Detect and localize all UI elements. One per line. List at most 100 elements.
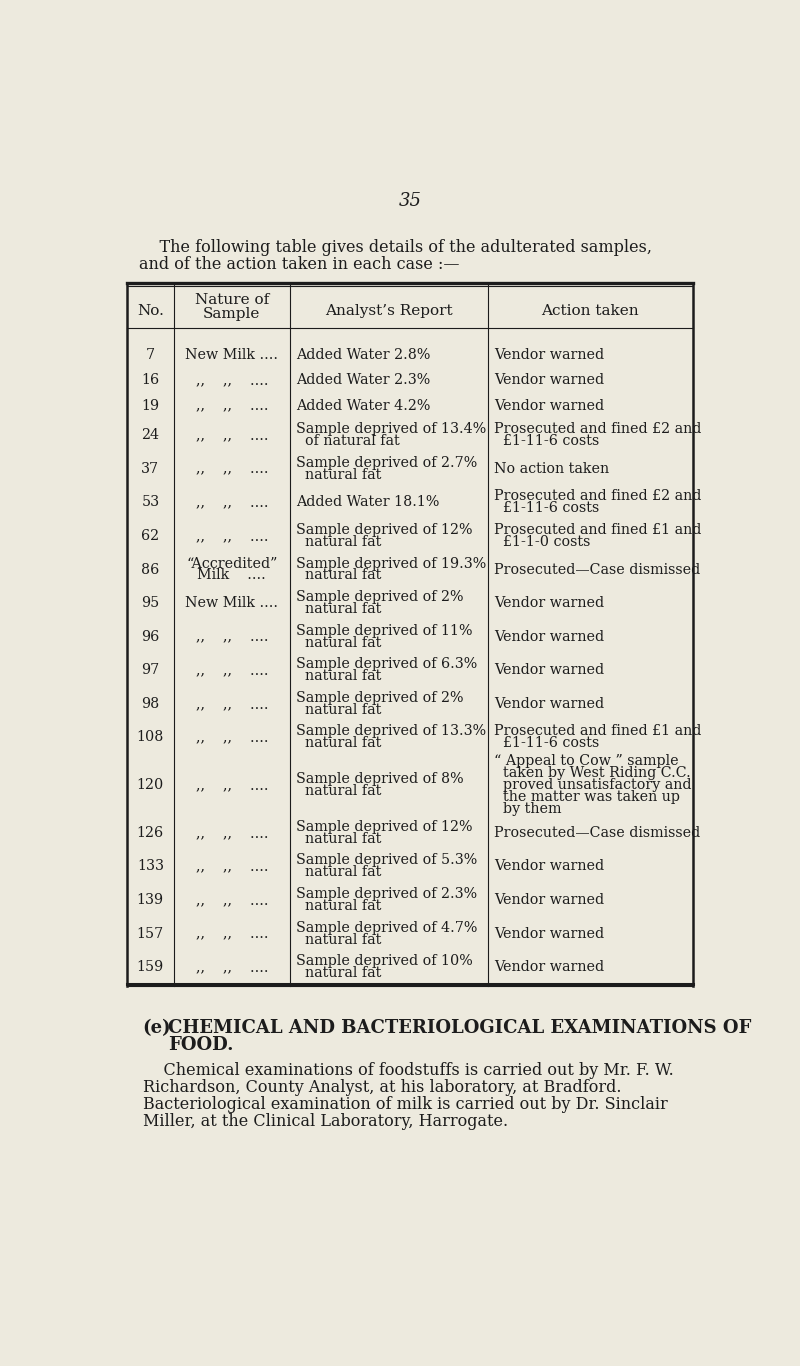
Text: Sample deprived of 19.3%: Sample deprived of 19.3% <box>296 556 486 571</box>
Text: The following table gives details of the adulterated samples,: The following table gives details of the… <box>138 239 652 255</box>
Text: Vendor warned: Vendor warned <box>494 926 604 941</box>
Text: Sample deprived of 8%: Sample deprived of 8% <box>296 772 464 787</box>
Text: Prosecuted and fined £1 and: Prosecuted and fined £1 and <box>494 724 701 739</box>
Text: Sample deprived of 2%: Sample deprived of 2% <box>296 691 463 705</box>
Text: Sample deprived of 5.3%: Sample deprived of 5.3% <box>296 854 478 867</box>
Text: Sample: Sample <box>203 307 261 321</box>
Text: ,,    ,,    ....: ,, ,, .... <box>195 731 268 744</box>
Text: natural fat: natural fat <box>306 467 382 482</box>
Text: the matter was taken up: the matter was taken up <box>503 790 680 805</box>
Text: 16: 16 <box>142 373 159 387</box>
Text: ,,    ,,    ....: ,, ,, .... <box>195 630 268 643</box>
Text: Sample deprived of 2.3%: Sample deprived of 2.3% <box>296 887 477 902</box>
Text: by them: by them <box>503 802 562 816</box>
Text: Added Water 2.8%: Added Water 2.8% <box>296 347 430 362</box>
Text: New Milk ....: New Milk .... <box>186 347 278 362</box>
Text: Added Water 2.3%: Added Water 2.3% <box>296 373 430 387</box>
Text: Added Water 4.2%: Added Water 4.2% <box>296 399 430 413</box>
Text: Vendor warned: Vendor warned <box>494 893 604 907</box>
Text: natural fat: natural fat <box>306 602 382 616</box>
Text: New Milk ....: New Milk .... <box>186 596 278 611</box>
Text: Vendor warned: Vendor warned <box>494 630 604 643</box>
Text: Vendor warned: Vendor warned <box>494 596 604 611</box>
Text: 95: 95 <box>142 596 159 611</box>
Text: natural fat: natural fat <box>306 736 382 750</box>
Text: natural fat: natural fat <box>306 784 382 798</box>
Text: £1-11-6 costs: £1-11-6 costs <box>503 736 599 750</box>
Text: ,,    ,,    ....: ,, ,, .... <box>195 779 268 792</box>
Text: 35: 35 <box>398 191 422 210</box>
Text: ,,    ,,    ....: ,, ,, .... <box>195 664 268 678</box>
Text: £1-1-0 costs: £1-1-0 costs <box>503 535 590 549</box>
Text: ,,    ,,    ....: ,, ,, .... <box>195 826 268 840</box>
Text: Prosecuted—Case dismissed: Prosecuted—Case dismissed <box>494 563 700 576</box>
Text: 96: 96 <box>142 630 159 643</box>
Text: “Accredited”: “Accredited” <box>186 556 278 571</box>
Text: 19: 19 <box>142 399 159 413</box>
Text: Milk    ....: Milk .... <box>198 568 266 582</box>
Text: 97: 97 <box>142 664 159 678</box>
Text: 86: 86 <box>142 563 159 576</box>
Text: Vendor warned: Vendor warned <box>494 399 604 413</box>
Text: Sample deprived of 2%: Sample deprived of 2% <box>296 590 463 604</box>
Text: £1-11-6 costs: £1-11-6 costs <box>503 434 599 448</box>
Text: £1-11-6 costs: £1-11-6 costs <box>503 501 599 515</box>
Text: of natural fat: of natural fat <box>306 434 400 448</box>
Text: Chemical examinations of foodstuffs is carried out by Mr. F. W.: Chemical examinations of foodstuffs is c… <box>142 1061 674 1079</box>
Text: CHEMICAL AND BACTERIOLOGICAL EXAMINATIONS OF: CHEMICAL AND BACTERIOLOGICAL EXAMINATION… <box>168 1019 751 1037</box>
Text: natural fat: natural fat <box>306 966 382 981</box>
Text: 53: 53 <box>142 496 159 510</box>
Text: 139: 139 <box>137 893 164 907</box>
Text: proved unsatisfactory and: proved unsatisfactory and <box>503 779 691 792</box>
Text: Vendor warned: Vendor warned <box>494 859 604 873</box>
Text: natural fat: natural fat <box>306 899 382 912</box>
Text: taken by West Riding C.C.: taken by West Riding C.C. <box>503 766 690 780</box>
Text: 24: 24 <box>142 428 159 443</box>
Text: Richardson, County Analyst, at his laboratory, at Bradford.: Richardson, County Analyst, at his labor… <box>142 1079 621 1096</box>
Text: 133: 133 <box>137 859 164 873</box>
Text: Prosecuted and fined £1 and: Prosecuted and fined £1 and <box>494 523 701 537</box>
Text: natural fat: natural fat <box>306 535 382 549</box>
Text: Vendor warned: Vendor warned <box>494 960 604 974</box>
Text: Sample deprived of 4.7%: Sample deprived of 4.7% <box>296 921 478 934</box>
Text: 159: 159 <box>137 960 164 974</box>
Text: “ Appeal to Cow ” sample: “ Appeal to Cow ” sample <box>494 754 678 768</box>
Text: natural fat: natural fat <box>306 866 382 880</box>
Text: No action taken: No action taken <box>494 462 609 475</box>
Text: Sample deprived of 6.3%: Sample deprived of 6.3% <box>296 657 478 671</box>
Text: natural fat: natural fat <box>306 669 382 683</box>
Text: Sample deprived of 12%: Sample deprived of 12% <box>296 523 473 537</box>
Text: Added Water 18.1%: Added Water 18.1% <box>296 496 439 510</box>
Text: and of the action taken in each case :—: and of the action taken in each case :— <box>138 255 459 273</box>
Text: Miller, at the Clinical Laboratory, Harrogate.: Miller, at the Clinical Laboratory, Harr… <box>142 1112 508 1130</box>
Text: 126: 126 <box>137 826 164 840</box>
Text: Vendor warned: Vendor warned <box>494 664 604 678</box>
Text: Vendor warned: Vendor warned <box>494 373 604 387</box>
Text: Bacteriological examination of milk is carried out by Dr. Sinclair: Bacteriological examination of milk is c… <box>142 1096 667 1113</box>
Text: 120: 120 <box>137 779 164 792</box>
Text: Vendor warned: Vendor warned <box>494 697 604 710</box>
Text: natural fat: natural fat <box>306 568 382 582</box>
Text: natural fat: natural fat <box>306 933 382 947</box>
Text: ,,    ,,    ....: ,, ,, .... <box>195 529 268 542</box>
Text: Sample deprived of 13.3%: Sample deprived of 13.3% <box>296 724 486 739</box>
Text: ,,    ,,    ....: ,, ,, .... <box>195 462 268 475</box>
Text: Nature of: Nature of <box>194 294 269 307</box>
Text: Prosecuted and fined £2 and: Prosecuted and fined £2 and <box>494 489 701 503</box>
Text: natural fat: natural fat <box>306 703 382 717</box>
Text: Sample deprived of 10%: Sample deprived of 10% <box>296 955 473 968</box>
Text: No.: No. <box>137 305 164 318</box>
Text: ,,    ,,    ....: ,, ,, .... <box>195 373 268 387</box>
Text: Sample deprived of 12%: Sample deprived of 12% <box>296 820 473 833</box>
Text: Analyst’s Report: Analyst’s Report <box>325 305 453 318</box>
Text: ,,    ,,    ....: ,, ,, .... <box>195 399 268 413</box>
Text: 157: 157 <box>137 926 164 941</box>
Text: natural fat: natural fat <box>306 832 382 846</box>
Text: Sample deprived of 13.4%: Sample deprived of 13.4% <box>296 422 486 436</box>
Text: 62: 62 <box>142 529 159 542</box>
Text: ,,    ,,    ....: ,, ,, .... <box>195 428 268 443</box>
Text: (e): (e) <box>142 1019 171 1037</box>
Text: ,,    ,,    ....: ,, ,, .... <box>195 697 268 710</box>
Text: Sample deprived of 11%: Sample deprived of 11% <box>296 624 473 638</box>
Text: ,,    ,,    ....: ,, ,, .... <box>195 859 268 873</box>
